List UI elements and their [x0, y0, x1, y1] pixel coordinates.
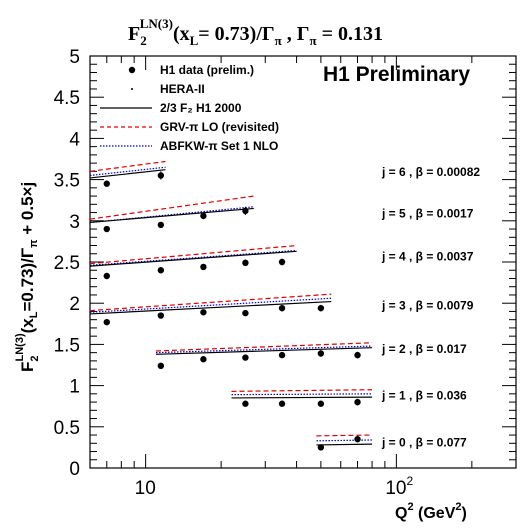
bin-group	[89, 160, 166, 187]
legend-entry: 2/3 F₂ H1 2000	[100, 101, 242, 115]
bin-label: j = 5 , β = 0.0017	[381, 206, 474, 220]
h1-2000-curve	[316, 443, 373, 446]
data-point	[103, 272, 110, 280]
legend-entry: HERA-II	[131, 82, 205, 96]
grv-curve	[89, 195, 254, 220]
grv-curve	[155, 342, 373, 352]
legend-label: 2/3 F₂ H1 2000	[160, 101, 242, 115]
data-point	[157, 221, 165, 229]
legend-label: H1 data (prelim.)	[160, 63, 254, 77]
data-point	[278, 304, 286, 312]
data-point	[278, 258, 286, 266]
grv-curve	[231, 389, 373, 392]
h1-preliminary-watermark: H1 Preliminary	[323, 63, 470, 86]
grv-curve	[89, 160, 166, 172]
bin-group	[89, 195, 254, 233]
legend-entry: ABFKW-π Set 1 NLO	[100, 139, 278, 153]
data-point	[157, 312, 165, 319]
data-point	[317, 350, 325, 357]
legend-dot	[131, 88, 133, 90]
bin-group	[155, 342, 373, 370]
bin-label: j = 0 , β = 0.077	[381, 436, 467, 450]
axes-layer: 0 0.5 1 1.5 2 2.5 3 3.5 4 4.5 5 10 102	[54, 47, 517, 499]
grv-curve	[89, 293, 332, 312]
data-point	[103, 180, 110, 187]
abfkw-curve	[155, 345, 373, 354]
data-point	[157, 267, 165, 274]
bin-label: j = 2 , β = 0.017	[381, 342, 467, 356]
data-point	[317, 304, 325, 312]
y-tick-label: 3.5	[54, 171, 80, 192]
y-tick-label: 1	[69, 377, 80, 398]
data-point	[354, 398, 361, 406]
y-tick-label: 2	[69, 294, 80, 315]
legend-label: HERA-II	[160, 82, 205, 96]
y-tick-label: 0.5	[54, 418, 80, 439]
data-point	[200, 356, 207, 363]
x-axis-label: Q2 (GeV2)	[395, 501, 467, 522]
abfkw-curve	[316, 439, 373, 442]
data-point	[278, 400, 286, 407]
data-point	[354, 351, 361, 359]
abfkw-curve	[89, 166, 166, 177]
x-tick-label: 102	[385, 474, 413, 499]
grv-curve	[316, 434, 373, 437]
bin-label: j = 6 , β = 0.00082	[381, 165, 480, 179]
y-axis-label: F2LN(3)(xL=0.73)/Γπ + 0.5×j	[14, 182, 41, 372]
data-point	[157, 172, 165, 179]
h1-2000-curve	[89, 207, 254, 224]
grv-curve	[89, 244, 297, 265]
data-point	[317, 400, 325, 407]
y-tick-label: 0	[69, 459, 80, 480]
legend-entry: GRV-π LO (revisited)	[100, 120, 279, 134]
data-layer: j = 6 , β = 0.00082 j = 5 , β = 0.0017 j =…	[89, 160, 480, 451]
bin-group	[89, 244, 297, 280]
data-point	[354, 435, 361, 443]
data-point	[157, 362, 165, 370]
data-point	[242, 309, 249, 317]
data-point	[242, 207, 249, 215]
y-tick-label: 4	[69, 129, 80, 150]
bin-label: j = 3 , β = 0.0079	[381, 299, 474, 313]
data-point	[200, 212, 207, 220]
data-point	[242, 259, 249, 267]
y-tick-label: 5	[69, 47, 80, 68]
x-tick-label: 10	[135, 478, 156, 499]
data-point	[200, 309, 207, 316]
bin-group	[231, 389, 373, 407]
h1-2000-curve	[89, 300, 332, 315]
bin-group	[316, 434, 373, 451]
legend-label: ABFKW-π Set 1 NLO	[160, 139, 278, 153]
legend-marker	[128, 66, 136, 74]
data-point	[242, 354, 249, 361]
h1-2000-curve	[155, 347, 373, 355]
abfkw-curve	[89, 297, 332, 313]
y-tick-label: 2.5	[54, 253, 80, 274]
abfkw-curve	[231, 393, 373, 396]
bin-group	[89, 293, 332, 326]
y-tick-label: 4.5	[54, 88, 80, 109]
bin-label: j = 1 , β = 0.036	[381, 389, 467, 403]
legend-entry: H1 data (prelim.)	[128, 63, 254, 77]
legend-label: GRV-π LO (revisited)	[160, 120, 279, 134]
h1-2000-curve	[89, 250, 297, 267]
bin-label: j = 4 , β = 0.0037	[381, 250, 474, 264]
h1-2000-curve	[89, 169, 166, 179]
y-tick-label: 1.5	[54, 335, 80, 356]
abfkw-curve	[89, 249, 297, 266]
data-point	[242, 400, 249, 407]
data-point	[103, 225, 110, 233]
data-point	[103, 318, 110, 326]
data-point	[200, 263, 207, 271]
y-tick-label: 3	[69, 212, 80, 233]
data-point	[278, 351, 286, 359]
data-point	[317, 444, 325, 451]
h1-2000-curve	[231, 396, 373, 399]
legend: H1 data (prelim.) HERA-II 2/3 F₂ H1 2000 GR…	[100, 63, 279, 153]
chart-title: F2LN(3)(xL= 0.73)/Γπ , Γπ = 0.131	[128, 16, 383, 48]
